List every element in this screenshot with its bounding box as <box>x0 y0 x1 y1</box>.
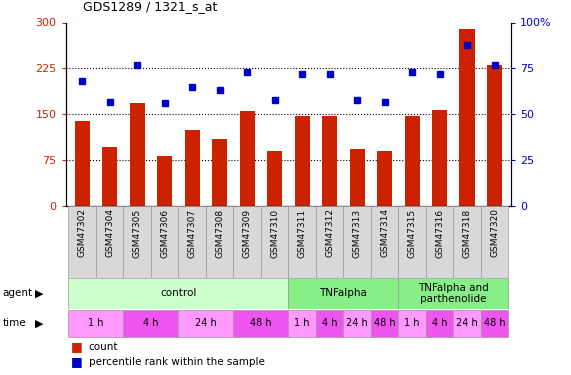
Text: 48 h: 48 h <box>250 318 272 328</box>
Bar <box>399 278 508 309</box>
Bar <box>69 278 288 309</box>
Bar <box>343 206 371 278</box>
Text: ■: ■ <box>71 355 83 368</box>
Bar <box>432 110 447 206</box>
Bar <box>460 28 475 206</box>
Bar <box>69 310 123 337</box>
Text: 4 h: 4 h <box>432 318 447 328</box>
Text: control: control <box>160 288 196 298</box>
Bar <box>96 206 123 278</box>
Bar <box>130 104 144 206</box>
Bar <box>426 310 453 337</box>
Text: GSM47318: GSM47318 <box>463 209 472 258</box>
Text: GSM47304: GSM47304 <box>105 209 114 257</box>
Text: ▶: ▶ <box>35 318 43 328</box>
Bar <box>75 120 90 206</box>
Bar <box>212 139 227 206</box>
Bar <box>481 206 508 278</box>
Text: GSM47308: GSM47308 <box>215 209 224 258</box>
Text: agent: agent <box>3 288 33 298</box>
Bar <box>261 206 288 278</box>
Bar <box>206 206 234 278</box>
Bar <box>404 116 420 206</box>
Text: TNFalpha: TNFalpha <box>319 288 367 298</box>
Bar <box>240 111 255 206</box>
Text: 24 h: 24 h <box>195 318 217 328</box>
Bar <box>399 310 426 337</box>
Bar <box>487 65 502 206</box>
Bar <box>322 116 337 206</box>
Text: 1 h: 1 h <box>404 318 420 328</box>
Bar <box>316 310 343 337</box>
Text: GSM47306: GSM47306 <box>160 209 169 258</box>
Bar <box>123 206 151 278</box>
Text: 4 h: 4 h <box>143 318 159 328</box>
Bar <box>69 206 96 278</box>
Bar <box>267 151 282 206</box>
Text: 1 h: 1 h <box>88 318 104 328</box>
Bar <box>234 310 288 337</box>
Bar <box>343 310 371 337</box>
Bar <box>399 206 426 278</box>
Text: count: count <box>89 342 118 352</box>
Text: GSM47313: GSM47313 <box>352 209 361 258</box>
Bar <box>184 130 200 206</box>
Bar <box>178 206 206 278</box>
Bar <box>371 206 399 278</box>
Text: 48 h: 48 h <box>484 318 505 328</box>
Text: GSM47320: GSM47320 <box>490 209 499 257</box>
Text: ■: ■ <box>71 340 83 354</box>
Text: GSM47311: GSM47311 <box>297 209 307 258</box>
Text: GSM47307: GSM47307 <box>188 209 196 258</box>
Bar <box>288 278 399 309</box>
Bar <box>288 206 316 278</box>
Bar <box>157 156 172 206</box>
Text: ▶: ▶ <box>35 288 43 298</box>
Text: time: time <box>3 318 26 328</box>
Bar <box>178 310 234 337</box>
Bar <box>481 310 508 337</box>
Text: GSM47302: GSM47302 <box>78 209 87 257</box>
Text: 4 h: 4 h <box>322 318 337 328</box>
Bar <box>453 206 481 278</box>
Bar <box>453 310 481 337</box>
Text: 24 h: 24 h <box>346 318 368 328</box>
Text: GSM47305: GSM47305 <box>132 209 142 258</box>
Text: GSM47315: GSM47315 <box>408 209 417 258</box>
Text: GDS1289 / 1321_s_at: GDS1289 / 1321_s_at <box>83 0 217 13</box>
Bar <box>377 151 392 206</box>
Bar <box>123 310 178 337</box>
Text: 1 h: 1 h <box>295 318 310 328</box>
Bar <box>151 206 178 278</box>
Bar <box>371 310 399 337</box>
Text: GSM47316: GSM47316 <box>435 209 444 258</box>
Bar <box>349 149 365 206</box>
Text: 48 h: 48 h <box>374 318 395 328</box>
Text: GSM47309: GSM47309 <box>243 209 252 258</box>
Bar <box>102 147 117 206</box>
Text: TNFalpha and
parthenolide: TNFalpha and parthenolide <box>418 283 489 304</box>
Bar <box>295 116 309 206</box>
Text: GSM47314: GSM47314 <box>380 209 389 257</box>
Text: percentile rank within the sample: percentile rank within the sample <box>89 357 264 367</box>
Bar <box>426 206 453 278</box>
Bar <box>316 206 343 278</box>
Bar <box>234 206 261 278</box>
Text: 24 h: 24 h <box>456 318 478 328</box>
Text: GSM47310: GSM47310 <box>270 209 279 258</box>
Bar <box>288 310 316 337</box>
Text: GSM47312: GSM47312 <box>325 209 334 257</box>
